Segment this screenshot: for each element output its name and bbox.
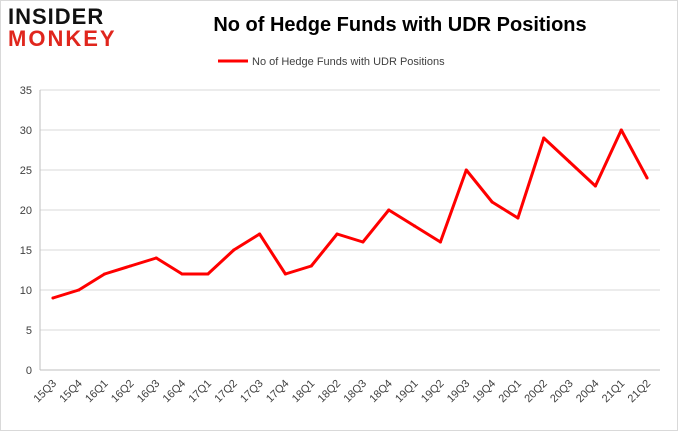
y-tick-label: 20 [20, 205, 32, 217]
data-point [438, 240, 442, 244]
y-tick-label: 35 [20, 85, 32, 97]
data-point [542, 136, 546, 140]
series-layer [51, 128, 649, 300]
y-tick-label: 5 [26, 325, 32, 337]
data-point [335, 232, 339, 236]
data-point [128, 264, 132, 268]
data-point [180, 272, 184, 276]
x-tick-label: 20Q2 [522, 378, 550, 406]
x-tick-label: 18Q3 [342, 378, 370, 406]
data-point [283, 272, 287, 276]
data-point [103, 272, 107, 276]
x-tick-label: 17Q2 [212, 378, 240, 406]
data-point [258, 232, 262, 236]
data-point [309, 264, 313, 268]
axes: 0510152025303515Q315Q416Q116Q216Q316Q417… [20, 85, 653, 405]
data-point [464, 168, 468, 172]
x-tick-label: 15Q4 [57, 378, 85, 406]
data-point [619, 128, 623, 132]
data-point [413, 224, 417, 228]
x-tick-label: 21Q2 [626, 378, 654, 406]
gridlines [40, 89, 660, 371]
data-point [232, 248, 236, 252]
x-tick-label: 15Q3 [32, 378, 60, 406]
data-point [593, 184, 597, 188]
x-tick-label: 19Q4 [471, 378, 499, 406]
x-tick-label: 20Q3 [548, 378, 576, 406]
data-point [77, 288, 81, 292]
y-tick-label: 25 [20, 165, 32, 177]
y-tick-label: 15 [20, 245, 32, 257]
chart-title: No of Hedge Funds with UDR Positions [213, 14, 587, 36]
x-tick-label: 17Q1 [187, 378, 215, 406]
data-point [206, 272, 210, 276]
series-line-0 [52, 128, 649, 300]
data-point [490, 200, 494, 204]
data-point [516, 216, 520, 220]
x-tick-label: 18Q4 [367, 378, 395, 406]
y-tick-label: 10 [20, 285, 32, 297]
x-tick-label: 16Q4 [161, 378, 189, 406]
legend: No of Hedge Funds with UDR Positions [218, 56, 445, 68]
x-tick-label: 19Q1 [393, 378, 421, 406]
x-tick-label: 16Q1 [83, 378, 111, 406]
x-tick-label: 19Q2 [419, 378, 447, 406]
data-point [361, 240, 365, 244]
x-tick-label: 17Q3 [238, 378, 266, 406]
x-tick-label: 20Q1 [497, 378, 525, 406]
data-point [645, 176, 649, 180]
x-tick-label: 21Q1 [600, 378, 628, 406]
x-tick-label: 19Q3 [445, 378, 473, 406]
data-point [154, 256, 158, 260]
insider-monkey-logo: INSIDER MONKEY [8, 6, 117, 50]
x-tick-label: 18Q2 [316, 378, 344, 406]
y-tick-label: 30 [20, 125, 32, 137]
x-tick-label: 20Q4 [574, 378, 602, 406]
x-tick-label: 18Q1 [290, 378, 318, 406]
logo-line-1: INSIDER [8, 4, 105, 29]
x-tick-label: 17Q4 [264, 378, 292, 406]
logo-line-2: MONKEY [8, 26, 117, 51]
data-point [51, 296, 55, 300]
legend-label: No of Hedge Funds with UDR Positions [252, 56, 445, 68]
y-tick-label: 0 [26, 365, 32, 377]
data-point [387, 208, 391, 212]
data-point [568, 160, 572, 164]
x-tick-label: 16Q2 [109, 378, 137, 406]
x-tick-label: 16Q3 [135, 378, 163, 406]
